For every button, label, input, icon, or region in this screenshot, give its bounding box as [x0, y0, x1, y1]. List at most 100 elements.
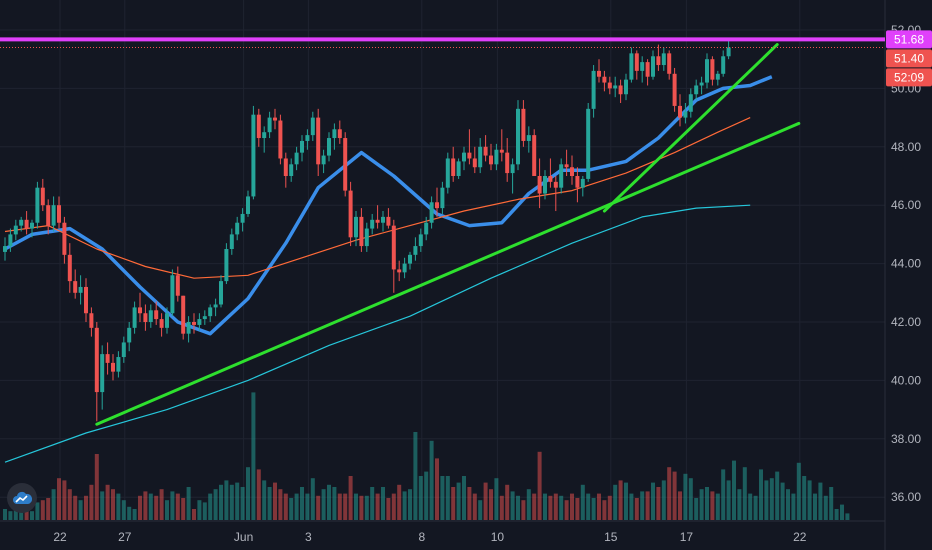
- volume-bar: [813, 493, 817, 520]
- candle-body: [537, 176, 542, 194]
- volume-bar: [30, 511, 34, 520]
- x-tick-label: 15: [604, 530, 618, 544]
- volume-bar: [742, 467, 747, 520]
- candle-body: [645, 62, 650, 77]
- candle-body: [8, 234, 13, 247]
- volume-bar: [602, 500, 607, 520]
- candle-body: [397, 269, 402, 273]
- volume-bar: [489, 489, 493, 520]
- candle-body: [170, 275, 175, 314]
- volume-bar: [13, 509, 18, 520]
- volume-bar: [721, 469, 726, 520]
- volume-bar: [634, 498, 639, 520]
- candle-body: [327, 138, 331, 156]
- volume-bar: [251, 392, 256, 520]
- volume-bar: [116, 493, 121, 520]
- volume-bar: [715, 493, 720, 520]
- candle-body: [678, 105, 682, 118]
- candle-body: [35, 187, 40, 223]
- candle-body: [705, 59, 709, 83]
- candle-body: [267, 117, 272, 133]
- candle-body: [224, 249, 229, 282]
- candle-body: [305, 135, 310, 141]
- price-axis[interactable]: 36.0038.0040.0042.0044.0046.0048.0050.00…: [891, 23, 921, 504]
- candle-body: [57, 205, 61, 223]
- tradingview-logo-icon[interactable]: [7, 483, 37, 513]
- volume-bar: [505, 484, 510, 520]
- candle-body: [602, 76, 607, 83]
- volume-bar: [667, 467, 672, 520]
- candle-body: [418, 234, 423, 247]
- candle-body: [386, 216, 391, 226]
- volume-bar: [413, 432, 418, 520]
- candle-body: [472, 158, 477, 168]
- candle-body: [300, 140, 304, 153]
- volume-bar: [597, 493, 601, 520]
- candle-body: [251, 114, 256, 197]
- volume-bar: [564, 500, 569, 520]
- candle-body: [575, 176, 580, 188]
- candle-body: [462, 152, 466, 162]
- candle-body: [521, 108, 526, 141]
- volume-bar: [586, 493, 591, 520]
- candle-body: [478, 146, 483, 168]
- candle-body: [143, 313, 148, 322]
- candle-body: [235, 222, 240, 235]
- candle-body: [548, 176, 553, 182]
- time-axis[interactable]: 22 27 Jun 3 8 10 15 17 22: [53, 530, 806, 544]
- volume-bar: [229, 484, 234, 520]
- volume-bar: [94, 454, 99, 520]
- volume-bar: [640, 491, 645, 520]
- price-badge: [886, 68, 932, 87]
- candle-body: [121, 342, 126, 358]
- volume-bar: [575, 498, 580, 520]
- candle-body: [310, 117, 315, 136]
- candle-body: [532, 135, 537, 176]
- x-tick-label: 10: [491, 530, 505, 544]
- candle-body: [116, 357, 121, 372]
- y-tick-label: 40.00: [891, 373, 921, 387]
- candle-body: [586, 108, 591, 179]
- volume-bar: [213, 489, 218, 520]
- candle-body: [694, 85, 699, 95]
- overlay-lines: [0, 37, 885, 426]
- candle-body: [634, 53, 639, 71]
- volume-bar: [62, 480, 67, 520]
- volume-bar: [332, 487, 337, 520]
- candles: [3, 38, 731, 422]
- volume-bar: [483, 482, 488, 520]
- candle-body: [440, 187, 445, 209]
- volume-bar: [402, 491, 407, 520]
- candle-body: [688, 94, 693, 112]
- cloud-chart-icon: [13, 491, 32, 504]
- candle-body: [499, 149, 504, 153]
- volume-bar: [208, 493, 213, 520]
- x-tick-label: Jun: [234, 530, 253, 544]
- candle-body: [381, 216, 385, 223]
- volume-bar: [364, 495, 369, 520]
- candle-body: [618, 85, 623, 95]
- candle-body: [30, 222, 34, 229]
- price-badge: [886, 49, 932, 68]
- candle-body: [343, 138, 348, 191]
- volume-bar: [613, 484, 618, 520]
- volume-bar: [829, 487, 834, 520]
- candle-body: [192, 322, 196, 325]
- volume-bar: [408, 489, 412, 520]
- volume-bar: [165, 500, 169, 520]
- volume-bar: [354, 493, 358, 520]
- candle-body: [489, 155, 493, 165]
- volume-bar: [348, 476, 353, 520]
- volume-bar: [262, 480, 267, 520]
- candle-body: [721, 56, 726, 74]
- volume-bar: [532, 493, 537, 520]
- candle-body: [445, 158, 450, 188]
- volume-bar: [391, 493, 396, 520]
- volume-bar: [327, 484, 331, 520]
- candle-body: [148, 310, 153, 322]
- volume-bar: [273, 482, 277, 520]
- volume-bar: [289, 498, 294, 520]
- volume-bar: [683, 473, 688, 520]
- candle-body: [375, 219, 380, 223]
